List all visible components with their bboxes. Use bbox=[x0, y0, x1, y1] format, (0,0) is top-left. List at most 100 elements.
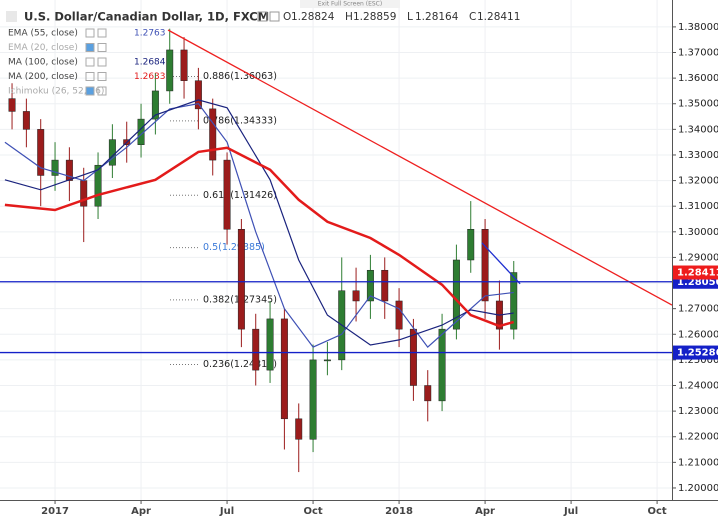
candle-body bbox=[80, 180, 88, 207]
y-tick-label: 1.20000 bbox=[678, 483, 718, 494]
y-tick-label: 1.34000 bbox=[678, 124, 718, 135]
y-tick-label: 1.29000 bbox=[678, 252, 718, 263]
legend-icon[interactable] bbox=[97, 86, 107, 96]
candle-body bbox=[424, 385, 432, 402]
legend-name: EMA (55, close) bbox=[8, 29, 78, 39]
legend-icon[interactable] bbox=[97, 43, 107, 52]
candle-body bbox=[309, 359, 317, 440]
exit-button-label[interactable]: Exit Full Screen (ESC) bbox=[318, 1, 382, 8]
symbol-title: U.S. Dollar/Canadian Dollar, 1D, FXCM bbox=[24, 10, 269, 24]
x-tick-label: 2017 bbox=[41, 506, 69, 517]
candle-body bbox=[452, 259, 460, 330]
hline-tag-label: 1.28050 bbox=[677, 277, 718, 288]
candle-body bbox=[252, 328, 260, 371]
legend-value: 1.2684 bbox=[134, 58, 166, 68]
x-tick-label: Jul bbox=[563, 506, 578, 517]
settings-icon[interactable] bbox=[269, 11, 280, 22]
candle-body bbox=[352, 290, 360, 302]
candle-body bbox=[51, 159, 59, 176]
candle-body bbox=[166, 49, 174, 92]
y-tick-label: 1.32000 bbox=[678, 176, 718, 187]
x-tick-label: Jul bbox=[219, 506, 234, 517]
legend-icon[interactable] bbox=[97, 57, 107, 67]
fib-label: 0.786(1.34333) bbox=[203, 115, 277, 126]
fib-label: 0.236(1.24818) bbox=[203, 359, 277, 370]
candle-body bbox=[37, 129, 45, 176]
legend-icon[interactable] bbox=[97, 72, 107, 81]
y-tick-label: 1.26000 bbox=[678, 329, 718, 340]
legend-name: MA (100, close) bbox=[8, 58, 78, 68]
candle-body bbox=[94, 164, 102, 207]
candle-body bbox=[180, 49, 188, 81]
y-tick-label: 1.36000 bbox=[678, 73, 718, 84]
fib-label: 0.618(1.31426) bbox=[203, 190, 277, 201]
candle-body bbox=[223, 159, 231, 230]
legend-icon[interactable] bbox=[85, 43, 95, 52]
legend-icon[interactable] bbox=[97, 28, 107, 38]
candle-body bbox=[481, 229, 489, 302]
x-tick-label: Apr bbox=[131, 506, 151, 517]
trendline bbox=[167, 29, 673, 306]
candle-body bbox=[395, 300, 403, 330]
x-tick-label: Apr bbox=[475, 506, 495, 517]
candle-body bbox=[108, 139, 116, 166]
indicator-line bbox=[4, 146, 515, 328]
candle-body bbox=[323, 359, 331, 362]
y-tick-label: 1.24000 bbox=[678, 381, 718, 392]
legend-icon[interactable] bbox=[85, 28, 95, 38]
legend-icon[interactable] bbox=[85, 57, 95, 67]
last-price-tag bbox=[673, 265, 718, 280]
exit-button[interactable] bbox=[300, 0, 400, 8]
grid bbox=[0, 0, 672, 500]
trendline bbox=[481, 242, 521, 285]
ohlc-value: 1.28824 bbox=[291, 11, 335, 23]
collapse-icon[interactable] bbox=[6, 11, 17, 22]
y-tick-label: 1.35000 bbox=[678, 99, 718, 110]
hline-tag bbox=[673, 345, 718, 360]
candle-body bbox=[151, 90, 159, 120]
legend: EMA (55, close) 1.2763 EMA (20, close) MA (… bbox=[8, 28, 166, 97]
ohlc-key: O bbox=[283, 11, 291, 23]
y-tick-label: 1.33000 bbox=[678, 150, 718, 161]
x-tick-label: Oct bbox=[303, 506, 322, 517]
y-tick-label: 1.31000 bbox=[678, 201, 718, 212]
legend-name: Ichimoku (26, 52, 26) bbox=[8, 87, 104, 97]
candle-body bbox=[8, 98, 16, 112]
candle-body bbox=[22, 111, 30, 130]
candle-body bbox=[438, 328, 446, 402]
y-tick-label: 1.23000 bbox=[678, 406, 718, 417]
legend-name: EMA (20, close) bbox=[8, 43, 78, 53]
legend-name: MA (200, close) bbox=[8, 72, 78, 82]
x-tick-label: 2018 bbox=[385, 506, 413, 517]
legend-icon[interactable] bbox=[85, 72, 95, 81]
legend-icon[interactable] bbox=[85, 86, 95, 96]
y-tick-label: 1.38000 bbox=[678, 22, 718, 33]
plot: 0.886(1.36063) 0.786(1.34333) 0.618(1.3142… bbox=[0, 28, 673, 473]
y-tick-label: 1.22000 bbox=[678, 432, 718, 443]
candle-body bbox=[266, 318, 274, 371]
y-tick-label: 1.27000 bbox=[678, 304, 718, 315]
ohlc-value: 1.28411 bbox=[477, 11, 520, 23]
ohlc-value: 1.28859 bbox=[353, 11, 396, 23]
settings-icon[interactable] bbox=[257, 11, 268, 22]
fib-label: 0.886(1.36063) bbox=[203, 71, 277, 82]
legend-value: 1.2763 bbox=[134, 29, 166, 39]
candle-body bbox=[409, 328, 417, 386]
y-tick-label: 1.37000 bbox=[678, 48, 718, 59]
x-tick-label: Oct bbox=[647, 506, 666, 517]
last-price-tag-label: 1.28411 bbox=[677, 268, 718, 279]
ohlc-key: L bbox=[407, 11, 413, 23]
indicator-line bbox=[4, 103, 514, 348]
ohlc-value: 1.28164 bbox=[415, 11, 459, 23]
legend-value: 1.2633 bbox=[134, 72, 166, 82]
candle-body bbox=[280, 318, 288, 420]
candle-body bbox=[510, 272, 518, 330]
candle-body bbox=[467, 229, 475, 261]
y-tick-label: 1.25000 bbox=[678, 355, 718, 366]
candle-body bbox=[209, 108, 217, 161]
y-tick-label: 1.30000 bbox=[678, 227, 718, 238]
axes: 1.20000 1.21000 1.22000 1.23000 1.24000 1.250… bbox=[41, 22, 718, 517]
candle-body bbox=[194, 80, 202, 110]
